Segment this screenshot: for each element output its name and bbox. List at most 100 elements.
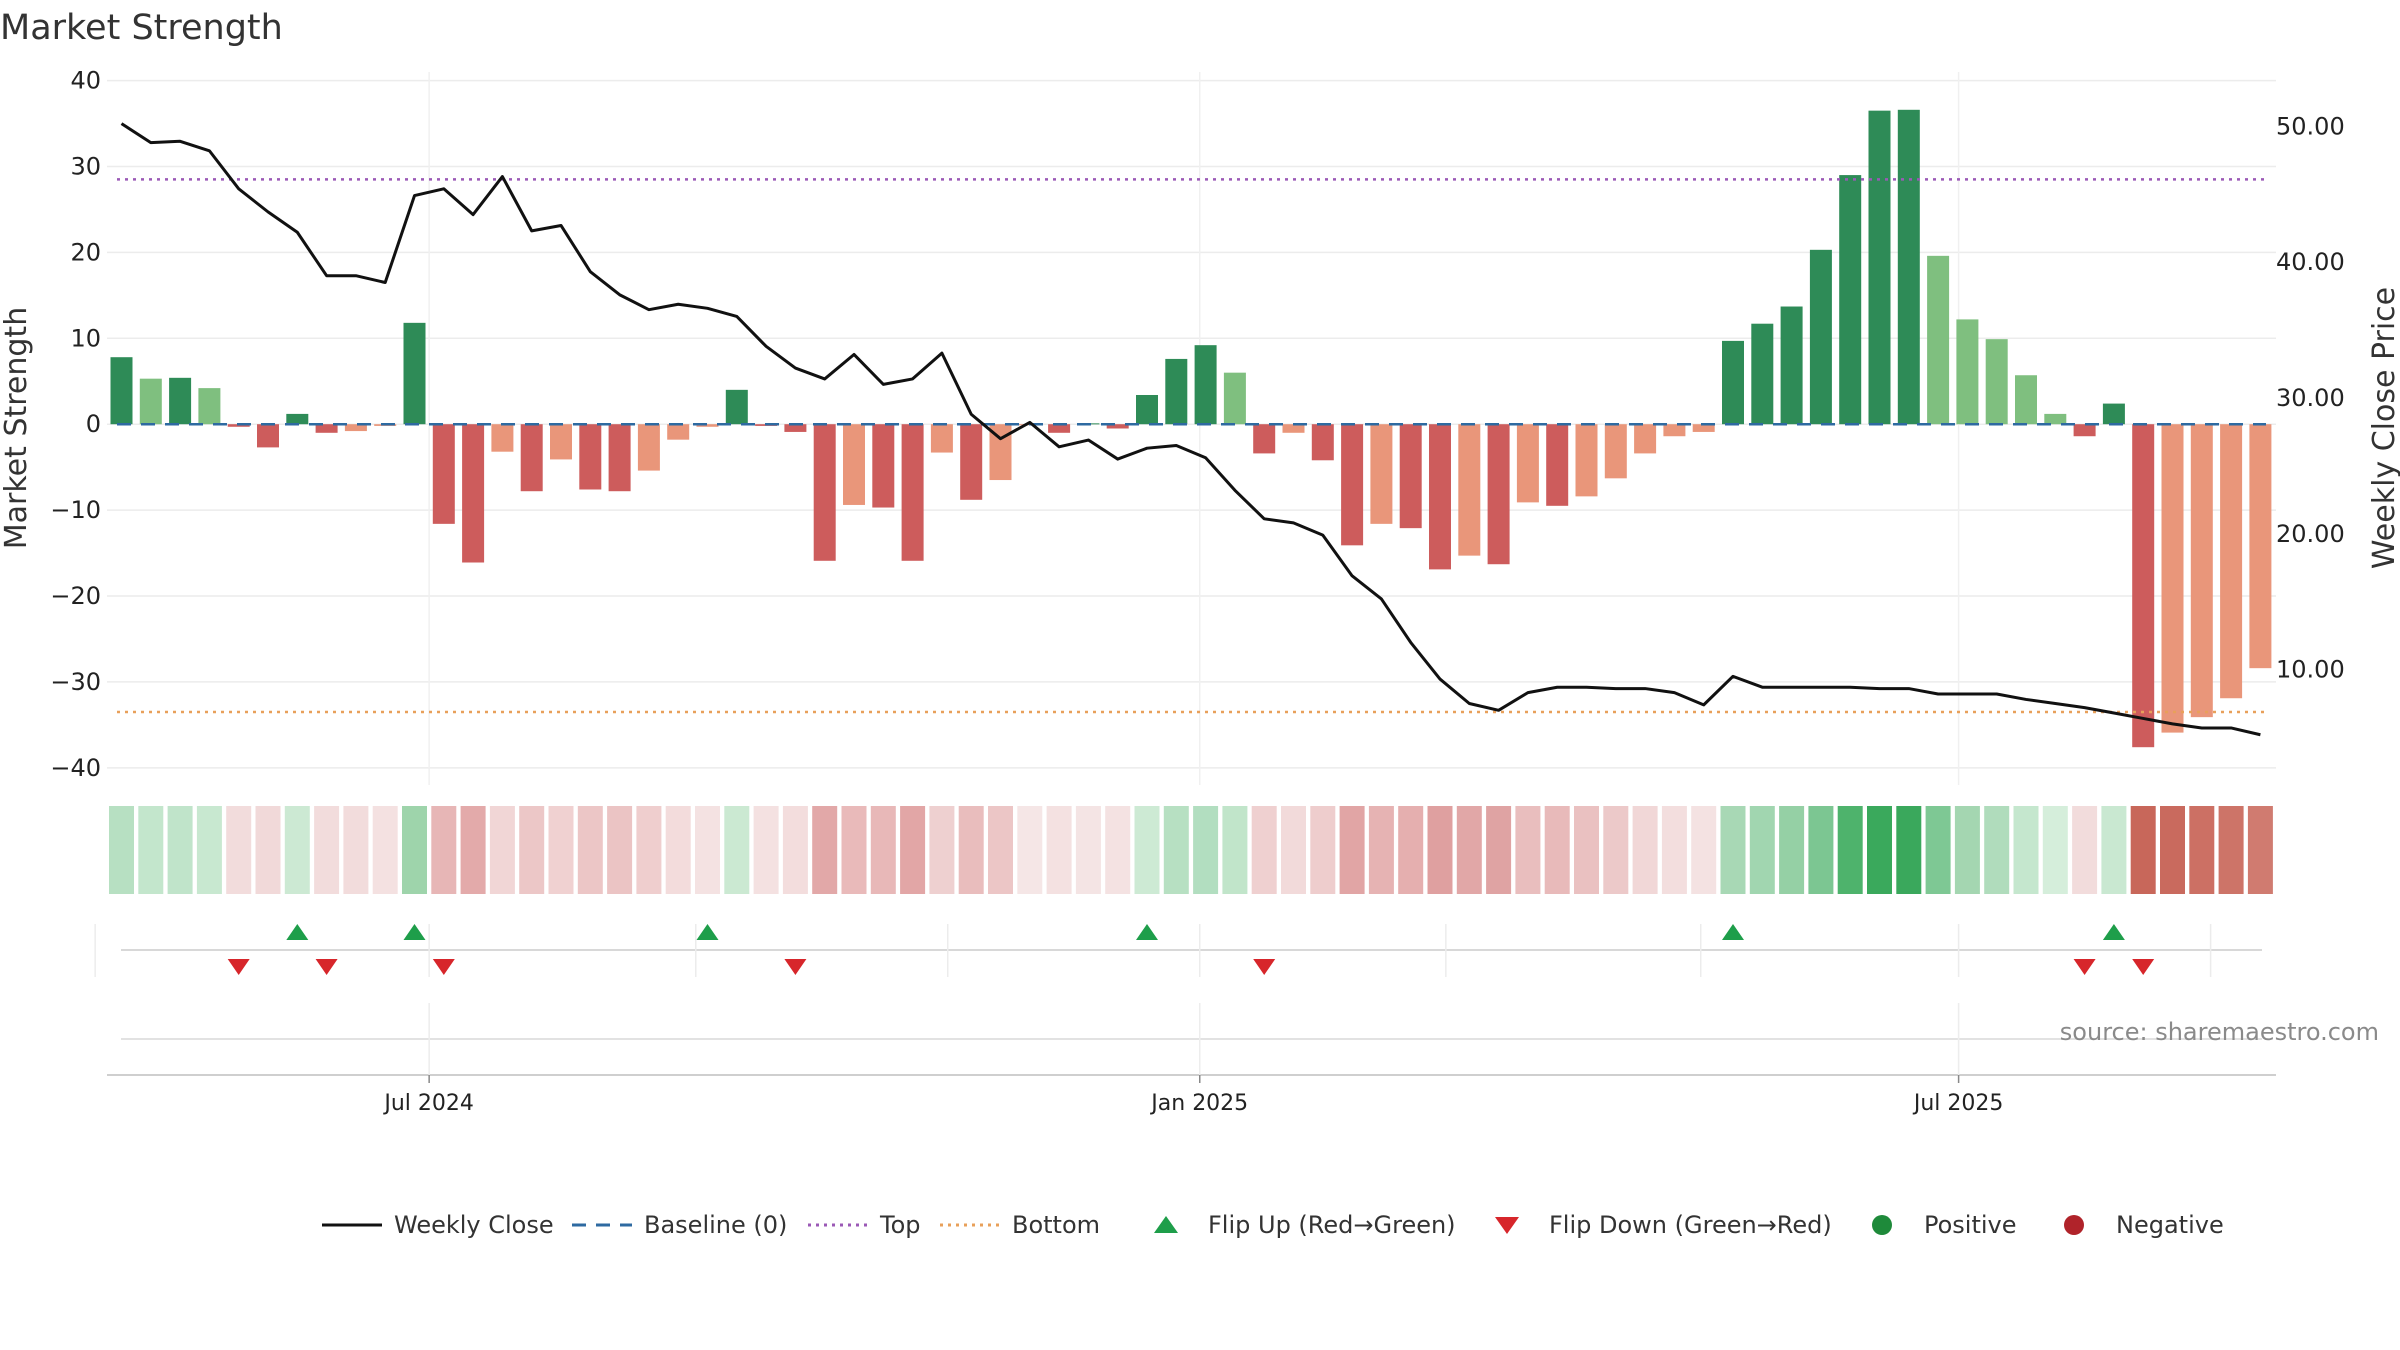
strength-bar: [1604, 424, 1627, 479]
strength-bar: [227, 424, 250, 427]
legend-item: Flip Down (Green→Red): [1495, 1211, 1832, 1239]
y-tick-labels: 40 30 20 10 0 −10 −20 −30 −40: [50, 67, 101, 782]
flip-up-marker: [696, 924, 719, 940]
legend-dot-icon: [2064, 1215, 2084, 1235]
weekly-close-polyline: [120, 122, 2261, 737]
heat-cell: [1749, 806, 1775, 894]
legend-item: Weekly Close: [322, 1211, 554, 1239]
strength-bar: [257, 424, 279, 448]
heat-cell: [1896, 806, 1922, 894]
heat-cell: [372, 806, 398, 894]
heat-cell: [109, 806, 134, 894]
strength-bar: [667, 424, 690, 440]
heat-cell: [2101, 806, 2127, 894]
strength-bar: [1692, 424, 1715, 432]
strength-bar: [286, 413, 309, 425]
strength-bar: [930, 424, 953, 453]
heat-cell: [2072, 806, 2098, 894]
strength-bar: [1282, 424, 1305, 433]
strength-bar: [1223, 372, 1246, 425]
strength-bar: [1839, 175, 1862, 425]
strength-bar: [1575, 424, 1598, 497]
heat-cell: [1984, 806, 2010, 894]
strength-bar: [403, 322, 426, 425]
strength-bar: [1106, 424, 1129, 429]
heat-cell: [1779, 806, 1805, 894]
heat-cell: [460, 806, 486, 894]
heat-cell: [1046, 806, 1072, 894]
heat-cell: [1105, 806, 1131, 894]
source-credit: source: sharemaestro.com: [2060, 1018, 2379, 1046]
strength-bar: [462, 424, 485, 563]
strength-bar: [2044, 413, 2067, 425]
heat-cell: [636, 806, 662, 894]
heat-cell: [782, 806, 808, 894]
legend-dot-icon: [1872, 1215, 1892, 1235]
y-axis-label: Market Strength: [0, 307, 34, 549]
flip-down-marker: [2073, 959, 2096, 975]
y-tick-label: −30: [50, 668, 101, 696]
heat-cell: [1486, 806, 1512, 894]
strength-bar: [139, 378, 162, 425]
flip-up-marker: [1722, 924, 1744, 940]
x-tick-label: Jul 2024: [382, 1091, 474, 1116]
strength-bar: [1341, 424, 1364, 546]
legend-item: Bottom: [940, 1211, 1100, 1239]
y-tick-label: 30: [70, 152, 101, 180]
flip-down-marker: [432, 959, 455, 975]
strength-bar: [1458, 424, 1481, 556]
heat-cell: [870, 806, 896, 894]
heat-cell: [1544, 806, 1570, 894]
strength-bar: [491, 424, 514, 452]
heat-cell: [284, 806, 310, 894]
y-tick-label: 20: [70, 238, 101, 266]
heat-cell: [1632, 806, 1658, 894]
heat-cell: [1691, 806, 1717, 894]
strength-bar: [843, 424, 865, 505]
heat-cell: [724, 806, 750, 894]
strength-bar: [1546, 424, 1569, 506]
strength-bar: [784, 424, 807, 432]
heat-cell: [1808, 806, 1834, 894]
y2-tick-label: 50.00: [2276, 112, 2345, 140]
strength-bar: [1663, 424, 1686, 437]
heat-cell: [226, 806, 252, 894]
legend-label: Baseline (0): [644, 1211, 787, 1239]
strength-bar: [315, 424, 338, 433]
strength-bar: [2249, 424, 2272, 669]
heat-cell: [695, 806, 720, 894]
heat-cell: [1251, 806, 1277, 894]
y-tick-label: −10: [50, 496, 101, 524]
strength-bar: [1253, 424, 1276, 454]
heat-cell: [2247, 806, 2273, 894]
flip-down-marker: [1253, 959, 1276, 975]
heat-cell: [812, 806, 838, 894]
y2-tick-labels: 50.00 40.00 30.00 20.00 10.00: [2276, 112, 2345, 683]
flip-up-marker: [2102, 924, 2125, 940]
strength-bar: [432, 424, 455, 524]
heat-cell: [1075, 806, 1101, 894]
y-tick-label: 0: [86, 410, 101, 438]
strength-bar: [1985, 339, 2008, 425]
strength-bar: [1048, 424, 1071, 433]
strength-bar: [1311, 424, 1334, 461]
heat-cell: [1925, 806, 1951, 894]
strength-bar: [1194, 345, 1217, 425]
strength-bar: [901, 424, 924, 561]
heat-cell: [1222, 806, 1248, 894]
legend-label: Positive: [1924, 1211, 2017, 1239]
strength-bar: [1956, 319, 1979, 425]
heat-cell: [1603, 806, 1629, 894]
legend-triangle-up-icon: [1154, 1216, 1178, 1233]
heat-cell: [1017, 806, 1043, 894]
heat-cell: [1368, 806, 1394, 894]
heat-cell: [2013, 806, 2039, 894]
heat-cell: [2042, 806, 2068, 894]
strength-bar: [813, 424, 836, 561]
weekly-close-line: [120, 122, 2261, 737]
legend-label: Top: [879, 1211, 921, 1239]
y2-tick-label: 30.00: [2276, 384, 2345, 412]
strength-bar: [1370, 424, 1393, 524]
flip-down-marker: [2132, 959, 2155, 975]
